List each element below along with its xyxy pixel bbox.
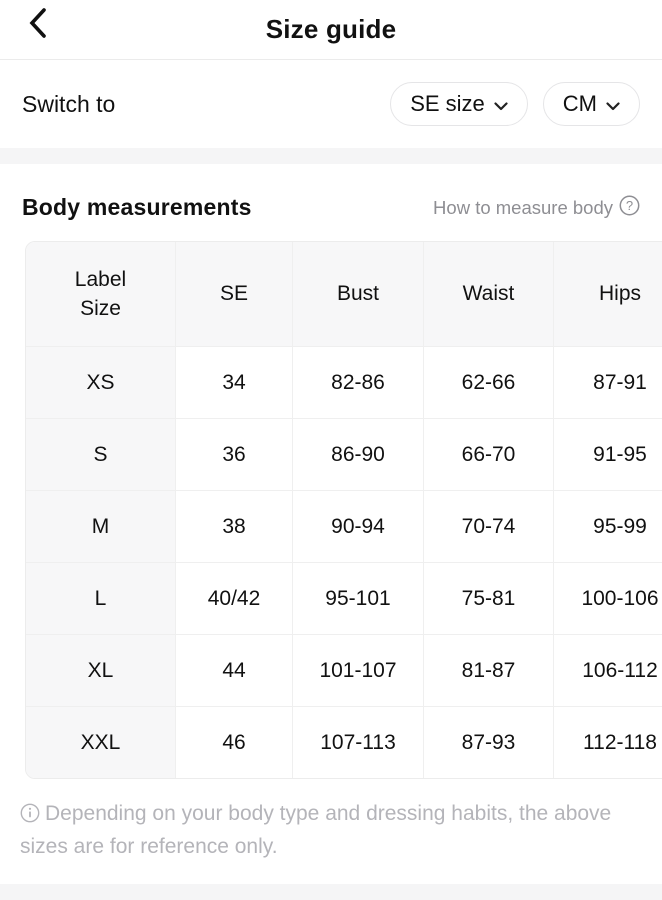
body-measurements-title: Body measurements — [22, 194, 252, 220]
chevron-down-icon — [494, 91, 508, 117]
size-standard-dropdown[interactable]: SE size — [390, 82, 528, 126]
switch-pills: SE size CM — [390, 82, 640, 126]
column-header: Hips — [554, 242, 662, 346]
table-row: XS 34 82-86 62-66 87-91 — [26, 346, 662, 418]
unit-dropdown[interactable]: CM — [542, 82, 640, 126]
measurement-cell: 106-112 — [554, 634, 662, 706]
how-to-measure-link[interactable]: How to measure body ? — [433, 195, 640, 221]
svg-text:?: ? — [626, 198, 633, 213]
measurement-cell: 86-90 — [293, 418, 424, 490]
measurement-cell: 40/42 — [176, 562, 293, 634]
column-header: Waist — [424, 242, 554, 346]
measurement-cell: 91-95 — [554, 418, 662, 490]
size-label-cell: M — [26, 490, 176, 562]
measurement-cell: 95-99 — [554, 490, 662, 562]
body-measurements-header: Body measurements How to measure body ? — [22, 194, 640, 221]
measurement-cell: 46 — [176, 706, 293, 778]
question-circle-icon: ? — [619, 195, 640, 221]
measurement-cell: 100-106 — [554, 562, 662, 634]
measurement-cell: 36 — [176, 418, 293, 490]
measurement-cell: 87-91 — [554, 346, 662, 418]
chevron-left-icon — [27, 6, 49, 43]
column-header: SE — [176, 242, 293, 346]
table-row: L 40/42 95-101 75-81 100-106 — [26, 562, 662, 634]
size-table: Label Size SE Bust Waist Hips XS 34 82-86 62-66… — [25, 241, 662, 779]
measurement-cell: 112-118 — [554, 706, 662, 778]
table-header-row: Label Size SE Bust Waist Hips — [26, 242, 662, 346]
column-header: Label Size — [26, 242, 176, 346]
page-title: Size guide — [265, 14, 397, 44]
nav-bar: Size guide — [0, 0, 662, 60]
measurement-cell: 95-101 — [293, 562, 424, 634]
table-row: M 38 90-94 70-74 95-99 — [26, 490, 662, 562]
size-label-cell: S — [26, 418, 176, 490]
measurement-cell: 87-93 — [424, 706, 554, 778]
measurement-cell: 81-87 — [424, 634, 554, 706]
switch-to-label: Switch to — [22, 90, 116, 117]
table-row: S 36 86-90 66-70 91-95 — [26, 418, 662, 490]
section-divider-band — [0, 148, 662, 164]
measurement-cell: 62-66 — [424, 346, 554, 418]
switch-row: Switch to SE size CM — [0, 60, 662, 148]
measurement-cell: 38 — [176, 490, 293, 562]
measurement-cell: 34 — [176, 346, 293, 418]
unit-value: CM — [562, 91, 597, 116]
table-row: XL 44 101-107 81-87 106-112 — [26, 634, 662, 706]
measurement-cell: 70-74 — [424, 490, 554, 562]
footnote-text: Depending on your body type and dressing… — [20, 802, 612, 858]
measurement-cell: 90-94 — [293, 490, 424, 562]
measurement-cell: 107-113 — [293, 706, 424, 778]
measurement-cell: 75-81 — [424, 562, 554, 634]
size-standard-value: SE size — [410, 91, 485, 116]
back-button[interactable] — [18, 4, 58, 44]
size-label-cell: XL — [26, 634, 176, 706]
measurement-cell: 66-70 — [424, 418, 554, 490]
column-header: Bust — [293, 242, 424, 346]
how-to-measure-label: How to measure body — [433, 196, 613, 218]
bottom-band — [0, 884, 662, 900]
measurement-cell: 44 — [176, 634, 293, 706]
info-circle-icon — [20, 803, 40, 828]
measurement-cell: 101-107 — [293, 634, 424, 706]
table-row: XXL 46 107-113 87-93 112-118 — [26, 706, 662, 778]
chevron-down-icon — [606, 91, 620, 117]
footnote: Depending on your body type and dressing… — [20, 799, 640, 862]
size-label-cell: L — [26, 562, 176, 634]
size-label-cell: XS — [26, 346, 176, 418]
size-label-cell: XXL — [26, 706, 176, 778]
measurement-cell: 82-86 — [293, 346, 424, 418]
